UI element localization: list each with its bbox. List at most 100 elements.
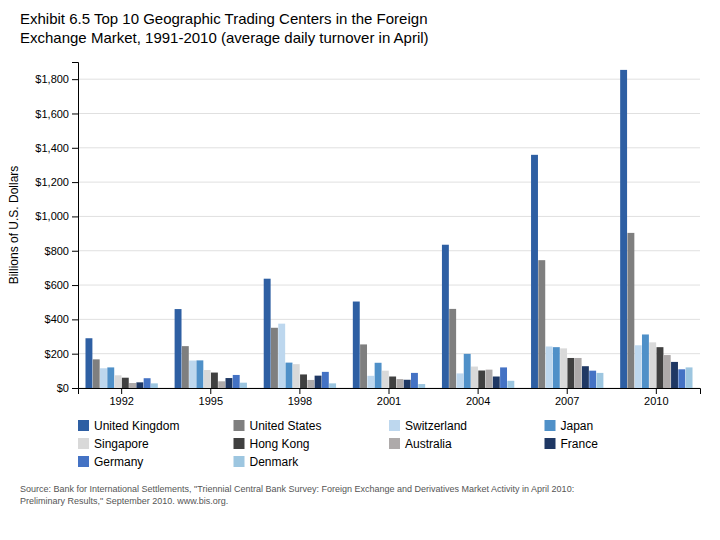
tick-mark: [72, 285, 78, 286]
bar: [300, 374, 307, 388]
bar: [307, 380, 314, 388]
grid-line: [78, 319, 700, 320]
y-axis-title: Billions of U.S. Dollars: [7, 166, 21, 285]
grid-line: [78, 216, 700, 217]
tick-mark: [210, 388, 211, 394]
tick-label: 2010: [644, 395, 668, 407]
tick-label: $1,600: [35, 107, 69, 119]
legend-swatch: [234, 420, 245, 431]
tick-mark: [389, 388, 390, 394]
tick: $1,200: [35, 176, 78, 188]
tick-label: 1995: [199, 395, 223, 407]
bar: [189, 361, 196, 388]
bar: [151, 383, 158, 388]
tick: $200: [45, 348, 78, 360]
tick: $1,800: [35, 73, 78, 85]
bar: [196, 360, 203, 388]
tick-mark: [72, 388, 78, 389]
bar: [649, 342, 656, 388]
grid: [78, 79, 700, 388]
bar: [129, 383, 136, 388]
bar: [635, 345, 642, 388]
legend-item: Singapore: [78, 437, 149, 451]
series: [93, 233, 635, 388]
bar: [657, 347, 664, 388]
legend-label: United States: [250, 419, 322, 433]
legend-label: Switzerland: [405, 419, 467, 433]
tick: $1,400: [35, 142, 78, 154]
annotation: Source: Bank for International Settlemen…: [20, 484, 574, 494]
tick: $600: [45, 279, 78, 291]
series: [107, 334, 649, 388]
tick-mark: [72, 79, 78, 80]
legend-swatch: [78, 438, 89, 449]
bar: [500, 367, 507, 388]
legend-label: Australia: [405, 437, 452, 451]
bar: [627, 233, 634, 388]
bar: [620, 70, 627, 388]
tick-label: 1992: [109, 395, 133, 407]
bar: [204, 370, 211, 388]
legend-label: Hong Kong: [250, 437, 310, 451]
bar: [218, 381, 225, 388]
bar: [211, 373, 218, 388]
tick-mark: [72, 182, 78, 183]
axis-line: [79, 389, 701, 395]
bar: [686, 367, 693, 388]
plot: $0$200$400$600$800$1,000$1,200$1,400$1,6…: [35, 63, 700, 407]
legend-label: United Kingdom: [94, 419, 179, 433]
tick: 2010: [644, 388, 668, 407]
series: [122, 347, 664, 388]
grid-line: [78, 182, 700, 183]
bar: [442, 245, 449, 388]
bar: [553, 347, 560, 388]
legend-swatch: [389, 438, 400, 449]
tick-mark: [72, 113, 78, 114]
bars: [85, 70, 692, 388]
tick-mark: [72, 319, 78, 320]
bar: [264, 279, 271, 388]
tick-label: $400: [45, 313, 69, 325]
tick: $1,000: [35, 210, 78, 222]
legend-label: Singapore: [94, 437, 149, 451]
tick: 1995: [199, 388, 223, 407]
legend-item: United States: [234, 419, 322, 433]
tick-label: $0: [57, 382, 69, 394]
bar: [353, 302, 360, 388]
bar: [278, 324, 285, 388]
tick: 2007: [555, 388, 579, 407]
legend-swatch: [545, 438, 556, 449]
bar: [136, 382, 143, 388]
bar: [456, 373, 463, 388]
tick-label: $200: [45, 348, 69, 360]
bar: [560, 348, 567, 388]
tick: $400: [45, 313, 78, 325]
bar: [115, 375, 122, 388]
series: [151, 367, 693, 388]
bar: [375, 363, 382, 388]
grid-line: [78, 113, 700, 114]
grid-line: [78, 147, 700, 148]
legend-item: Australia: [389, 437, 452, 451]
legend-item: Hong Kong: [234, 437, 310, 451]
legend-swatch: [234, 438, 245, 449]
tick-label: 1998: [288, 395, 312, 407]
tick-mark: [478, 388, 479, 394]
series: [129, 355, 671, 388]
legend-label: Denmark: [250, 455, 300, 469]
bar: [507, 381, 514, 388]
legend-swatch: [389, 420, 400, 431]
bar: [642, 334, 649, 388]
bar: [589, 371, 596, 388]
annotation: Preliminary Results," September 2010. ww…: [20, 496, 228, 506]
axis-line: [72, 63, 79, 389]
tick-label: 2001: [377, 395, 401, 407]
tick: $0: [57, 382, 78, 394]
legend-swatch: [234, 456, 245, 467]
bar: [493, 377, 500, 388]
tick: 1998: [288, 388, 312, 407]
bar: [575, 358, 582, 388]
bar: [389, 377, 396, 388]
bar: [182, 346, 189, 388]
bar: [449, 309, 456, 388]
